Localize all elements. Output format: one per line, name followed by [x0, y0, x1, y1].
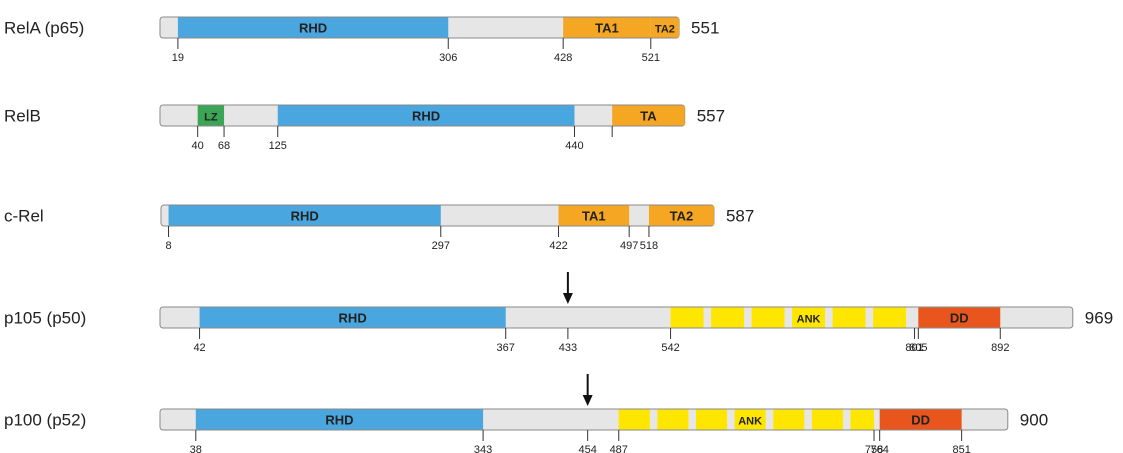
domain-ank	[670, 307, 704, 328]
domain-ank	[657, 409, 689, 430]
position-label: 758	[865, 444, 883, 453]
protein-length: 551	[691, 19, 719, 38]
position-label: 518	[640, 240, 658, 252]
position-label: 19	[172, 52, 184, 64]
position-label: 306	[439, 52, 457, 64]
protein-length: 900	[1020, 411, 1048, 430]
protein-row-relb: RelB LZ RHD TA 557 40 68 125 440	[4, 104, 725, 152]
domain-label-rhd: RHD	[412, 109, 440, 124]
domain-ank	[734, 409, 766, 430]
domain-rhd	[199, 307, 506, 328]
position-label: 440	[565, 140, 583, 152]
domain-ta	[648, 205, 714, 226]
domain-ta	[612, 105, 685, 126]
domain-ank	[695, 409, 728, 430]
domain-label-dd: DD	[911, 413, 930, 428]
domain-ank	[751, 307, 785, 328]
position-label: 125	[269, 140, 287, 152]
position-label: 40	[192, 140, 204, 152]
cleavage-arrow-head	[582, 395, 593, 406]
domain-label-ta2: TA2	[670, 209, 694, 224]
domain-dd	[918, 307, 1001, 328]
domain-ta	[563, 17, 651, 38]
position-label: 433	[559, 342, 577, 354]
domain-ank	[850, 409, 875, 430]
domain-label-ank: ANK	[738, 416, 762, 428]
protein-row-c-rel: c-Rel RHD TA1 TA2 587 8 297 422 497 518	[4, 204, 754, 252]
domain-label-ta1: TA1	[582, 209, 606, 224]
domain-ank	[811, 409, 843, 430]
domain-ank	[711, 307, 745, 328]
domain-ank	[618, 409, 650, 430]
position-label: 422	[549, 240, 567, 252]
position-label: 764	[871, 444, 889, 453]
position-label: 297	[432, 240, 450, 252]
protein-name: c-Rel	[4, 207, 44, 226]
position-label: 521	[642, 52, 660, 64]
position-label: 8	[165, 240, 171, 252]
domain-rhd	[195, 409, 484, 430]
position-label: 805	[909, 342, 927, 354]
domain-label-lz: LZ	[204, 112, 218, 124]
cleavage-arrow-head	[562, 293, 573, 304]
protein-name: p105 (p50)	[4, 309, 86, 328]
domain-ank	[832, 307, 866, 328]
position-label: 801	[905, 342, 923, 354]
position-label: 542	[661, 342, 679, 354]
position-label: 38	[190, 444, 202, 453]
position-label: 343	[474, 444, 492, 453]
domain-label-rhd: RHD	[325, 413, 353, 428]
domain-rhd	[177, 17, 449, 38]
domain-label-rhd: RHD	[339, 311, 367, 326]
protein-row-rela-p65: RelA (p65) RHD TA1 TA2 551 19 306 428 521	[4, 16, 719, 64]
domain-ank	[873, 307, 907, 328]
domain-rhd	[277, 105, 575, 126]
position-label: 487	[610, 444, 628, 453]
domain-ank	[792, 307, 826, 328]
position-label: 851	[952, 444, 970, 453]
domain-lz	[197, 105, 225, 126]
domain-label-ank: ANK	[797, 314, 821, 326]
domain-dd	[879, 409, 962, 430]
position-label: 497	[620, 240, 638, 252]
protein-name: p100 (p52)	[4, 411, 86, 430]
position-label: 68	[218, 140, 230, 152]
protein-length: 587	[726, 207, 754, 226]
position-label: 367	[497, 342, 515, 354]
domain-label-dd: DD	[950, 311, 969, 326]
domain-ta	[650, 17, 680, 38]
protein-name: RelB	[4, 107, 41, 126]
position-label: 454	[578, 444, 596, 453]
protein-length: 557	[697, 107, 725, 126]
position-label: 892	[991, 342, 1009, 354]
protein-name: RelA (p65)	[4, 19, 84, 38]
domain-label-ta: TA	[640, 109, 657, 124]
domain-ta	[558, 205, 630, 226]
position-label: 42	[193, 342, 205, 354]
domain-label-ta2: TA2	[655, 24, 675, 36]
domain-label-ta1: TA1	[595, 21, 619, 36]
position-label: 428	[554, 52, 572, 64]
domain-label-rhd: RHD	[299, 21, 327, 36]
protein-length: 969	[1085, 309, 1113, 328]
domain-label-rhd: RHD	[291, 209, 319, 224]
domain-ank	[773, 409, 805, 430]
domain-rhd	[168, 205, 441, 226]
